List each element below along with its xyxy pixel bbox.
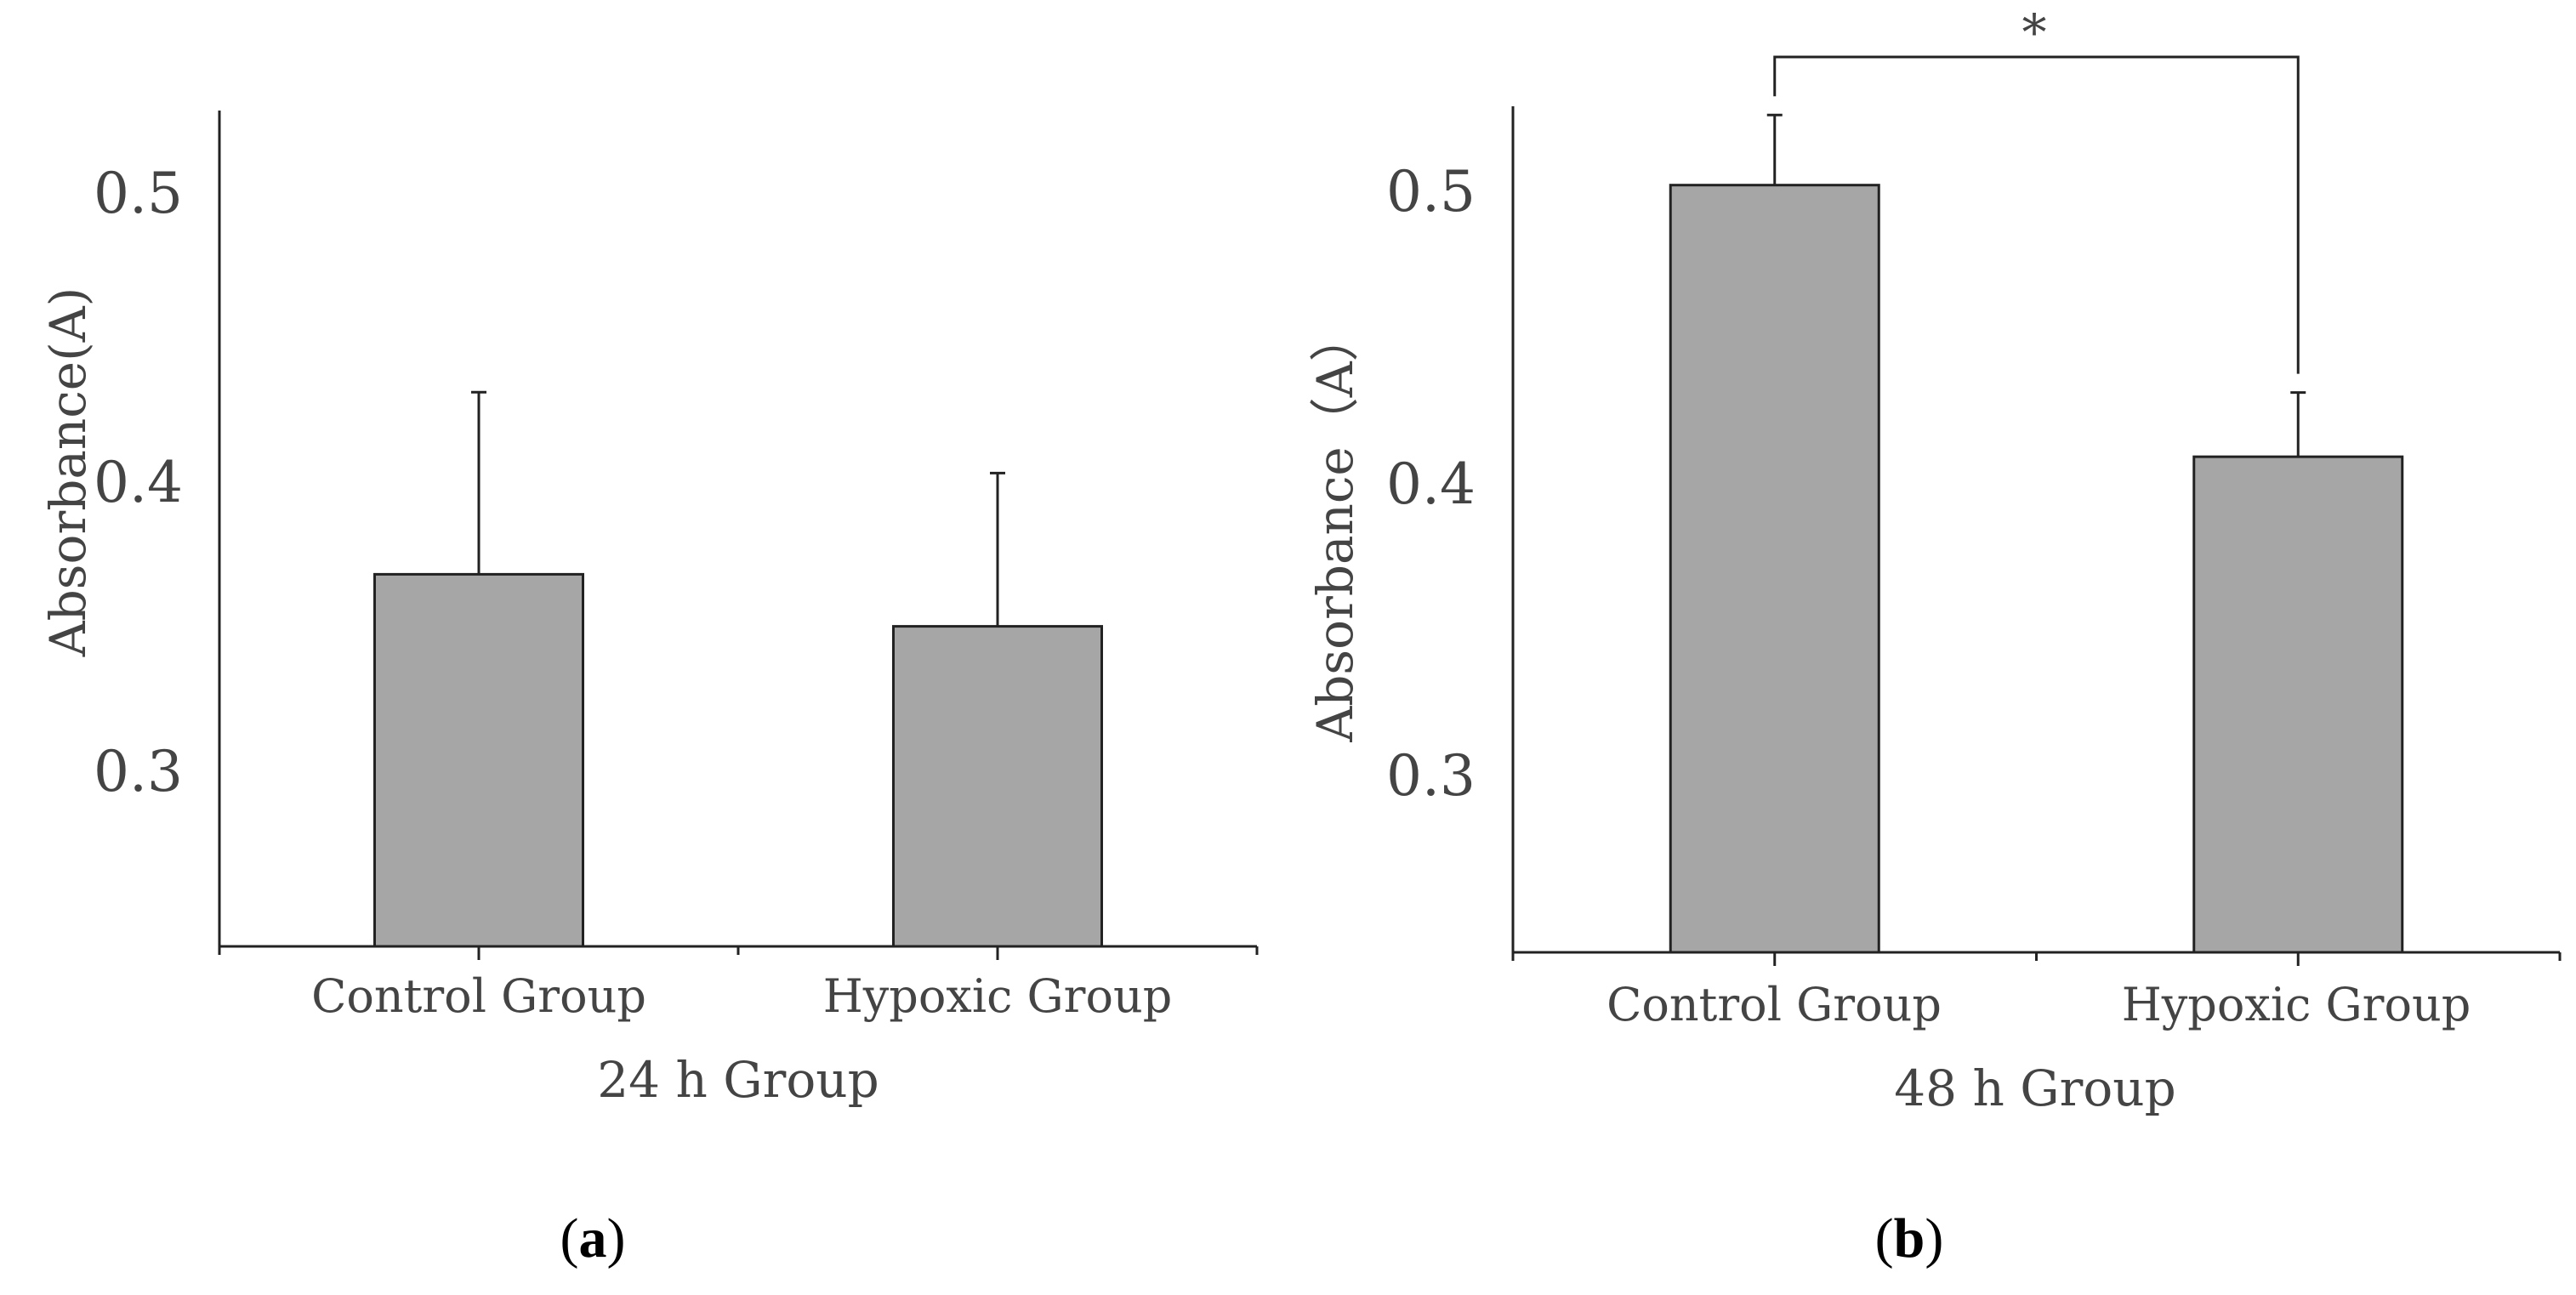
panel-a-y-tick-labels: 0.3 0.4 0.5 xyxy=(94,161,183,804)
panel-b-significance-bracket xyxy=(1773,55,2300,374)
panel-b-y-tick-label: 0.5 xyxy=(1386,159,1476,224)
panel-b-y-tick-label: 0.3 xyxy=(1386,743,1476,809)
panel-a-bars xyxy=(373,572,1103,948)
panel-a-y-tick-label: 0.3 xyxy=(94,739,183,804)
panel-a-category-label: Hypoxic Group xyxy=(823,969,1173,1023)
panel-b-y-tick-labels: 0.3 0.4 0.5 xyxy=(1386,159,1476,809)
panel-b-bars xyxy=(1669,184,2404,954)
bar-hypoxic-group xyxy=(892,625,1103,948)
panel-b-y-tick-label: 0.4 xyxy=(1386,452,1476,517)
panel-a-y-tick-label: 0.4 xyxy=(94,450,183,515)
panel-b-chart: 0.3 0.4 0.5 Control Group Hypoxic Group … xyxy=(1306,3,2562,1269)
panel-a-chart: 0.3 0.4 0.5 Control Group Hypoxic Group … xyxy=(39,111,1259,1269)
bar-hypoxic-group xyxy=(2192,455,2404,954)
panel-a-x-ticks xyxy=(218,946,1259,960)
panel-a-error-bars xyxy=(471,390,1005,627)
panel-a-category-label: Control Group xyxy=(311,969,646,1023)
panel-b-y-axis-title: Absorbance（A） xyxy=(1306,312,1364,742)
significance-line xyxy=(1773,55,2300,374)
panel-b-x-ticks xyxy=(1511,952,2562,966)
bar-control-group xyxy=(373,572,584,948)
panel-b-significance-star: * xyxy=(2022,3,2047,61)
panel-b-category-label: Control Group xyxy=(1606,978,1942,1031)
panel-a-letter: (a) xyxy=(560,1207,626,1269)
panel-b-x-axis-title: 48 h Group xyxy=(1894,1059,2176,1117)
bar-control-group xyxy=(1669,184,1880,954)
panel-b-error-bars xyxy=(1766,113,2306,457)
panel-a-y-tick-label: 0.5 xyxy=(94,161,183,226)
panel-a-x-axis-title: 24 h Group xyxy=(597,1051,879,1109)
panel-b-category-label: Hypoxic Group xyxy=(2122,978,2471,1031)
panel-a-y-axis-title: Absorbance(A) xyxy=(39,287,97,657)
panel-a-letter-value: a xyxy=(579,1207,607,1269)
panel-b-letter-value: b xyxy=(1894,1207,1925,1269)
panel-b-letter: (b) xyxy=(1875,1207,1944,1269)
